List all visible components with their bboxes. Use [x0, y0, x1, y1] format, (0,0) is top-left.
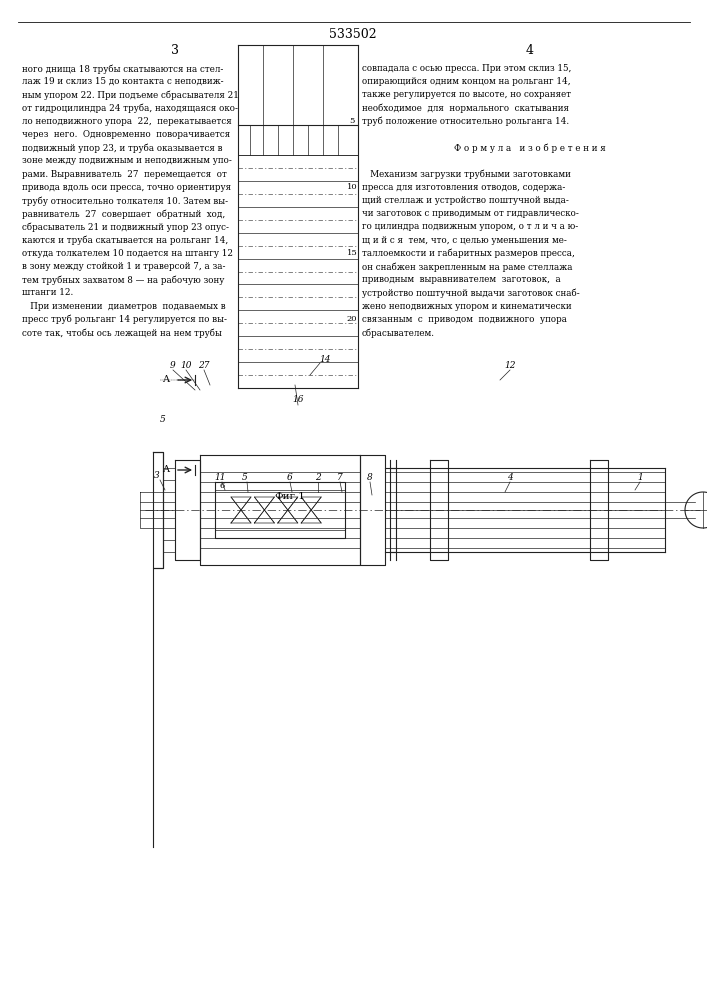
Text: 14: 14 — [320, 356, 331, 364]
Text: 9: 9 — [170, 360, 176, 369]
Text: При изменении  диаметров  подаваемых в: При изменении диаметров подаваемых в — [22, 302, 226, 311]
Text: щ и й с я  тем, что, с целью уменьшения ме-: щ и й с я тем, что, с целью уменьшения м… — [362, 236, 567, 245]
Text: 12: 12 — [504, 360, 515, 369]
Text: также регулируется по высоте, но сохраняет: также регулируется по высоте, но сохраня… — [362, 90, 571, 99]
Text: Ф о р м у л а   и з о б р е т е н и я: Ф о р м у л а и з о б р е т е н и я — [454, 143, 606, 153]
Text: пресс труб рольганг 14 регулируется по вы-: пресс труб рольганг 14 регулируется по в… — [22, 315, 227, 324]
Text: 5: 5 — [349, 117, 355, 125]
Text: 3: 3 — [171, 43, 179, 56]
Text: зоне между подвижным и неподвижным упо-: зоне между подвижным и неподвижным упо- — [22, 156, 232, 165]
Text: A: A — [162, 375, 169, 384]
Text: A: A — [162, 466, 169, 475]
Text: соте так, чтобы ось лежащей на нем трубы: соте так, чтобы ось лежащей на нем трубы — [22, 328, 222, 338]
Text: 16: 16 — [292, 395, 304, 404]
Text: лаж 19 и склиз 15 до контакта с неподвиж-: лаж 19 и склиз 15 до контакта с неподвиж… — [22, 77, 223, 86]
Text: связанным  с  приводом  подвижного  упора: связанным с приводом подвижного упора — [362, 315, 567, 324]
Text: штанги 12.: штанги 12. — [22, 288, 74, 297]
Text: Механизм загрузки трубными заготовками: Механизм загрузки трубными заготовками — [362, 170, 571, 179]
Text: 27: 27 — [198, 360, 210, 369]
Text: рами. Выравниватель  27  перемещается  от: рами. Выравниватель 27 перемещается от — [22, 170, 227, 179]
Text: ного днища 18 трубы скатываются на стел-: ного днища 18 трубы скатываются на стел- — [22, 64, 223, 74]
Text: трубу относительно толкателя 10. Затем вы-: трубу относительно толкателя 10. Затем в… — [22, 196, 228, 206]
Text: от гидроцилиндра 24 труба, находящаяся око-: от гидроцилиндра 24 труба, находящаяся о… — [22, 104, 238, 113]
Text: Фиг.1: Фиг.1 — [274, 492, 305, 501]
Text: щий стеллаж и устройство поштучной выда-: щий стеллаж и устройство поштучной выда- — [362, 196, 569, 205]
Text: приводным  выравнивателем  заготовок,  а: приводным выравнивателем заготовок, а — [362, 275, 561, 284]
Text: равниватель  27  совершает  обратный  ход,: равниватель 27 совершает обратный ход, — [22, 209, 226, 219]
Text: таллоемкости и габаритных размеров пресса,: таллоемкости и габаритных размеров пресс… — [362, 249, 575, 258]
Text: подвижный упор 23, и труба оказывается в: подвижный упор 23, и труба оказывается в — [22, 143, 223, 153]
Text: 7: 7 — [337, 474, 343, 483]
Text: 5: 5 — [160, 416, 166, 424]
Text: 533502: 533502 — [329, 28, 377, 41]
Text: чи заготовок с приводимым от гидравлическо-: чи заготовок с приводимым от гидравличес… — [362, 209, 579, 218]
Text: пресса для изготовления отводов, содержа-: пресса для изготовления отводов, содержа… — [362, 183, 566, 192]
Text: 4: 4 — [507, 474, 513, 483]
Text: каются и труба скатывается на рольганг 14,: каются и труба скатывается на рольганг 1… — [22, 236, 228, 245]
Text: 5: 5 — [242, 474, 248, 483]
Text: 15: 15 — [346, 249, 357, 257]
Text: откуда толкателем 10 подается на штангу 12: откуда толкателем 10 подается на штангу … — [22, 249, 233, 258]
Text: го цилиндра подвижным упором, о т л и ч а ю-: го цилиндра подвижным упором, о т л и ч … — [362, 222, 578, 231]
Text: труб положение относительно рольганга 14.: труб положение относительно рольганга 14… — [362, 117, 569, 126]
Text: устройство поштучной выдачи заготовок снаб-: устройство поштучной выдачи заготовок сн… — [362, 288, 580, 298]
Text: сбрасыватель 21 и подвижный упор 23 опус-: сбрасыватель 21 и подвижный упор 23 опус… — [22, 222, 229, 232]
Text: он снабжен закрепленным на раме стеллажа: он снабжен закрепленным на раме стеллажа — [362, 262, 573, 271]
Text: 8: 8 — [367, 474, 373, 483]
Text: 6: 6 — [287, 474, 293, 483]
Text: 3: 3 — [154, 471, 160, 480]
Text: 10: 10 — [346, 183, 357, 191]
Text: 10: 10 — [180, 360, 192, 369]
Text: 1: 1 — [637, 474, 643, 483]
Text: 4: 4 — [526, 43, 534, 56]
Text: тем трубных захватом 8 — на рабочую зону: тем трубных захватом 8 — на рабочую зону — [22, 275, 224, 285]
Text: 11: 11 — [214, 474, 226, 483]
Text: сбрасывателем.: сбрасывателем. — [362, 328, 435, 338]
Text: опирающийся одним концом на рольганг 14,: опирающийся одним концом на рольганг 14, — [362, 77, 571, 86]
Text: через  него.  Одновременно  поворачивается: через него. Одновременно поворачивается — [22, 130, 230, 139]
Text: 2: 2 — [315, 474, 321, 483]
Text: 6: 6 — [220, 482, 226, 490]
Text: совпадала с осью пресса. При этом склиз 15,: совпадала с осью пресса. При этом склиз … — [362, 64, 571, 73]
Text: ным упором 22. При подъеме сбрасывателя 21: ным упором 22. При подъеме сбрасывателя … — [22, 90, 239, 100]
Text: жено неподвижных упором и кинематически: жено неподвижных упором и кинематически — [362, 302, 572, 311]
Text: привода вдоль оси пресса, точно ориентируя: привода вдоль оси пресса, точно ориентир… — [22, 183, 231, 192]
Text: в зону между стойкой 1 и траверсой 7, а за-: в зону между стойкой 1 и траверсой 7, а … — [22, 262, 226, 271]
Text: ло неподвижного упора  22,  перекатывается: ло неподвижного упора 22, перекатывается — [22, 117, 232, 126]
Text: необходимое  для  нормального  скатывания: необходимое для нормального скатывания — [362, 104, 569, 113]
Text: 20: 20 — [346, 315, 357, 323]
